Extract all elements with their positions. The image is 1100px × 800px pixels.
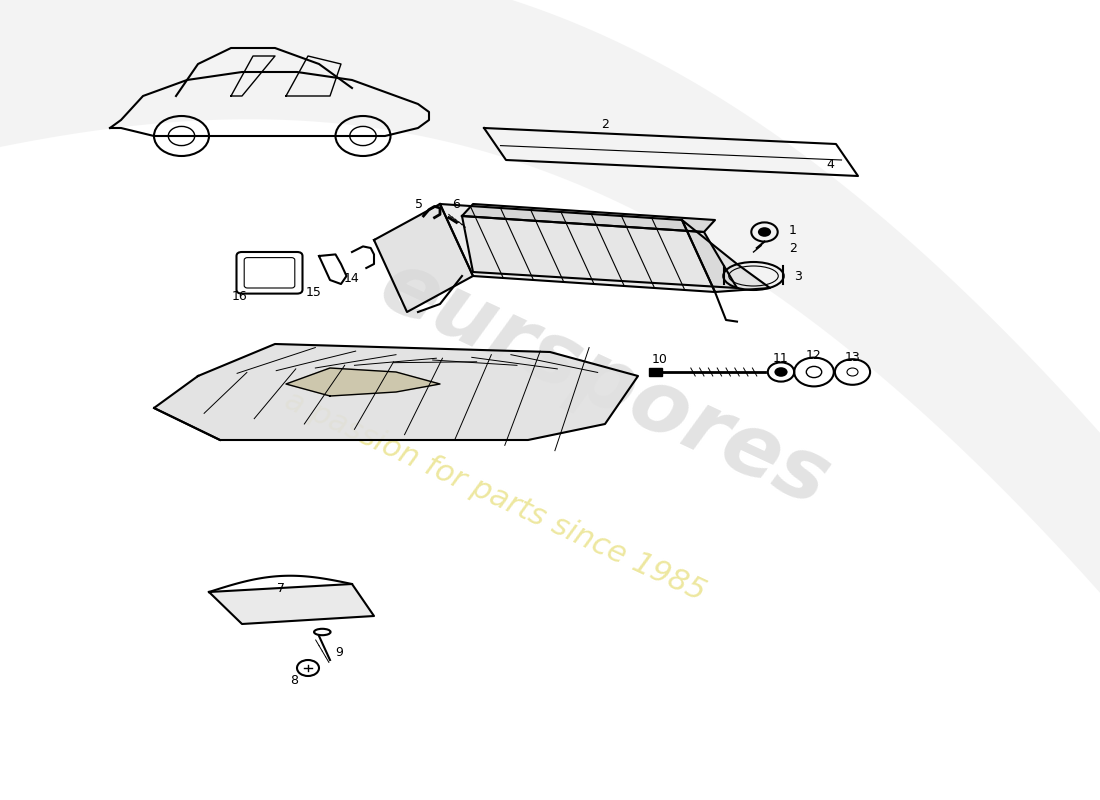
Text: 2: 2 bbox=[601, 118, 609, 130]
Text: 8: 8 bbox=[289, 674, 298, 686]
Text: eurspores: eurspores bbox=[367, 244, 843, 524]
Text: 13: 13 bbox=[845, 351, 860, 364]
Bar bbox=[649, 368, 662, 376]
Polygon shape bbox=[374, 204, 473, 312]
Text: a passion for parts since 1985: a passion for parts since 1985 bbox=[280, 386, 710, 606]
Text: 12: 12 bbox=[806, 350, 822, 362]
Polygon shape bbox=[286, 368, 440, 396]
Text: 11: 11 bbox=[773, 352, 789, 365]
Text: 4: 4 bbox=[826, 158, 835, 170]
Text: 7: 7 bbox=[276, 582, 285, 594]
Circle shape bbox=[758, 227, 771, 237]
Polygon shape bbox=[682, 220, 770, 292]
Text: 2: 2 bbox=[789, 242, 796, 254]
Polygon shape bbox=[440, 204, 715, 292]
Text: 1: 1 bbox=[789, 224, 796, 237]
Polygon shape bbox=[462, 204, 715, 232]
Text: 15: 15 bbox=[306, 286, 321, 298]
Text: 6: 6 bbox=[452, 198, 461, 210]
Text: 3: 3 bbox=[794, 270, 802, 282]
Text: 16: 16 bbox=[232, 290, 248, 302]
Polygon shape bbox=[209, 584, 374, 624]
Text: 9: 9 bbox=[334, 646, 343, 658]
Text: 14: 14 bbox=[344, 272, 360, 285]
Polygon shape bbox=[154, 344, 638, 440]
Circle shape bbox=[774, 367, 788, 377]
Polygon shape bbox=[462, 216, 737, 288]
Text: 5: 5 bbox=[415, 198, 424, 210]
Text: 10: 10 bbox=[652, 354, 668, 366]
